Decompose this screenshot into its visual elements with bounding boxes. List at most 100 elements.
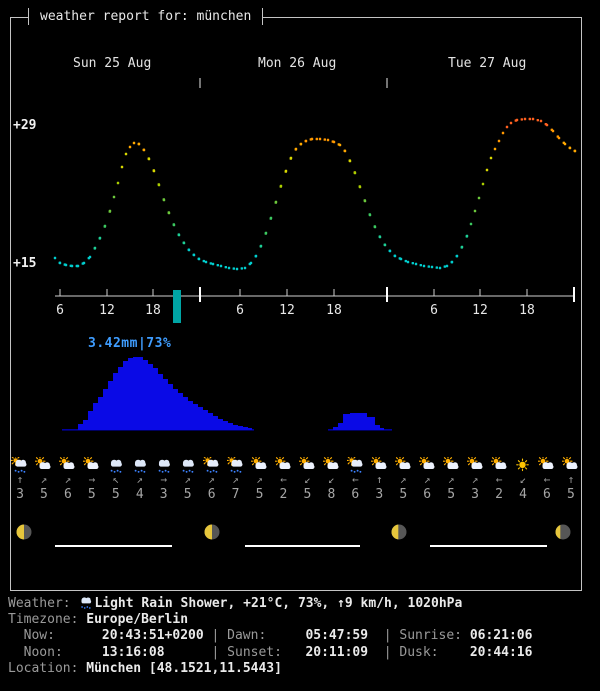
wind-direction-arrow: ↗: [232, 473, 239, 486]
wind-direction-arrow: ↗: [184, 473, 191, 486]
forecast-hour-16: ↗ 5: [391, 457, 415, 503]
forecast-hour-19: ↗ 3: [463, 457, 487, 503]
sun-rain-cloud-icon: [227, 457, 243, 473]
wind-speed-value: 6: [351, 487, 360, 502]
wind-direction-arrow: ↖: [112, 473, 120, 486]
sun-rain-cloud-icon: [203, 457, 219, 473]
wind-direction-arrow: ←: [280, 473, 287, 486]
sun-cloud-icon: [370, 457, 387, 469]
day-label-tue: Tue 27 Aug: [448, 56, 527, 71]
wind-speed-value: 6: [543, 487, 551, 502]
forecast-hour-15: ↑ 3: [367, 457, 391, 503]
wind-direction-arrow: ↙: [304, 473, 311, 486]
day-label-mon: Mon 26 Aug: [258, 56, 337, 71]
wind-speed-value: 5: [87, 487, 96, 502]
wind-speed-value: 2: [495, 487, 503, 502]
wind-direction-arrow: ↙: [519, 473, 527, 486]
rain-shower-icon: [78, 596, 94, 611]
forecast-hour-20: ← 2: [487, 457, 511, 503]
forecast-hour-13: ↙ 8: [319, 457, 343, 503]
status-line-location: Location: München [48.1521,11.5443]: [8, 661, 282, 676]
wind-speed-value: 6: [63, 487, 72, 502]
wind-speed-value: 5: [303, 487, 312, 502]
wind-speed-value: 3: [16, 487, 24, 502]
precipitation-label: 3.42mm|73%: [88, 336, 172, 351]
sun-icon: [516, 458, 530, 472]
wind-direction-arrow: →: [160, 473, 167, 486]
wind-direction-arrow: ←: [495, 473, 503, 486]
wind-speed-value: 6: [423, 487, 432, 502]
wind-speed-value: 5: [183, 487, 192, 502]
forecast-hour-2: ↗ 6: [56, 457, 80, 503]
window-border: [10, 17, 582, 591]
status-line-weather: Weather: Light Rain Shower, +21°C, 73%, …: [8, 596, 463, 611]
sun-cloud-icon: [274, 457, 291, 469]
forecast-hour-4: ↖ 5: [104, 457, 128, 503]
sun-cloud-icon: [83, 457, 99, 469]
wind-direction-arrow: ↑: [375, 473, 383, 486]
wind-speed-value: 7: [231, 487, 240, 502]
rain-cloud-icon: [158, 459, 171, 473]
wind-speed-value: 2: [279, 487, 288, 502]
wind-direction-arrow: ↗: [471, 473, 479, 486]
wind-speed-value: 6: [207, 487, 216, 502]
rain-cloud-icon: [182, 459, 195, 473]
forecast-hour-21: ↙ 4: [511, 457, 535, 503]
sun-cloud-icon: [490, 457, 507, 469]
wind-direction-arrow: ←: [543, 473, 551, 486]
wind-direction-arrow: ←: [352, 473, 359, 486]
forecast-hour-6: → 3: [152, 457, 176, 503]
forecast-hour-3: → 5: [80, 457, 104, 503]
wind-speed-value: 3: [471, 487, 479, 502]
sun-cloud-icon: [418, 457, 435, 469]
forecast-hour-8: ↗ 6: [200, 457, 224, 503]
sun-rain-cloud-icon: [11, 457, 27, 473]
hourly-forecast-row: ↑ 3 ↗ 5 ↗ 6 → 5 ↖ 5 ↗ 4 → 3 ↗ 5 ↗ 6 ↗ 7 ↗ 5 ← 2 ↙ 5 ↙ 8 ← 6 ↑ 3 ↗ 5 ↗ 6 ↗ 5 ↗ 3…: [8, 457, 583, 503]
forecast-hour-11: ← 2: [271, 457, 295, 503]
wind-direction-arrow: ↗: [136, 473, 144, 486]
wind-speed-value: 5: [566, 487, 575, 502]
sun-cloud-icon: [442, 457, 459, 469]
forecast-hour-17: ↗ 6: [415, 457, 439, 503]
forecast-hour-9: ↗ 7: [224, 457, 248, 503]
status-panel: Weather: Light Rain Shower, +21°C, 73%, …: [8, 595, 532, 678]
forecast-hour-23: ↑ 5: [559, 457, 583, 503]
forecast-hour-0: ↑ 3: [8, 457, 32, 503]
sun-cloud-icon: [298, 457, 315, 469]
forecast-hour-1: ↗ 5: [32, 457, 56, 503]
wind-speed-value: 5: [255, 487, 264, 502]
sun-cloud-icon: [35, 457, 51, 469]
sun-cloud-icon: [251, 457, 267, 469]
window-title: weather report for: münchen: [28, 8, 264, 25]
temp-axis-max-label: +29: [13, 118, 37, 133]
sun-rain-cloud-icon: [346, 457, 363, 473]
status-line-now-dawn-sunrise: Now: 20:43:51+0200 | Dawn: 05:47:59 | Su…: [8, 628, 533, 643]
wind-speed-value: 5: [111, 487, 120, 502]
sun-cloud-icon: [59, 457, 75, 469]
wind-speed-value: 3: [375, 487, 384, 502]
status-line-noon-sunset-dusk: Noon: 13:16:08 | Sunset: 20:11:09 | Dusk…: [8, 644, 533, 660]
wind-speed-value: 8: [327, 487, 336, 502]
wind-direction-arrow: ↗: [208, 473, 215, 486]
sun-cloud-icon: [538, 457, 554, 469]
forecast-hour-5: ↗ 4: [128, 457, 152, 503]
sun-cloud-icon: [466, 457, 483, 469]
rain-cloud-icon: [81, 597, 92, 609]
forecast-hour-12: ↙ 5: [295, 457, 319, 503]
wind-direction-arrow: →: [88, 473, 96, 486]
wind-direction-arrow: ↗: [40, 473, 48, 486]
wind-direction-arrow: ↙: [328, 473, 335, 486]
rain-cloud-icon: [134, 459, 147, 473]
sun-cloud-icon: [322, 457, 339, 469]
wind-direction-arrow: ↗: [447, 473, 455, 486]
wind-direction-arrow: ↑: [567, 473, 575, 486]
forecast-hour-10: ↗ 5: [248, 457, 272, 503]
wind-speed-value: 3: [159, 487, 168, 502]
wind-direction-arrow: ↗: [423, 473, 431, 486]
rain-cloud-icon: [110, 459, 123, 473]
forecast-hour-7: ↗ 5: [176, 457, 200, 503]
sun-cloud-icon: [394, 457, 411, 469]
wind-direction-arrow: ↗: [256, 473, 263, 486]
forecast-hour-22: ← 6: [535, 457, 559, 503]
